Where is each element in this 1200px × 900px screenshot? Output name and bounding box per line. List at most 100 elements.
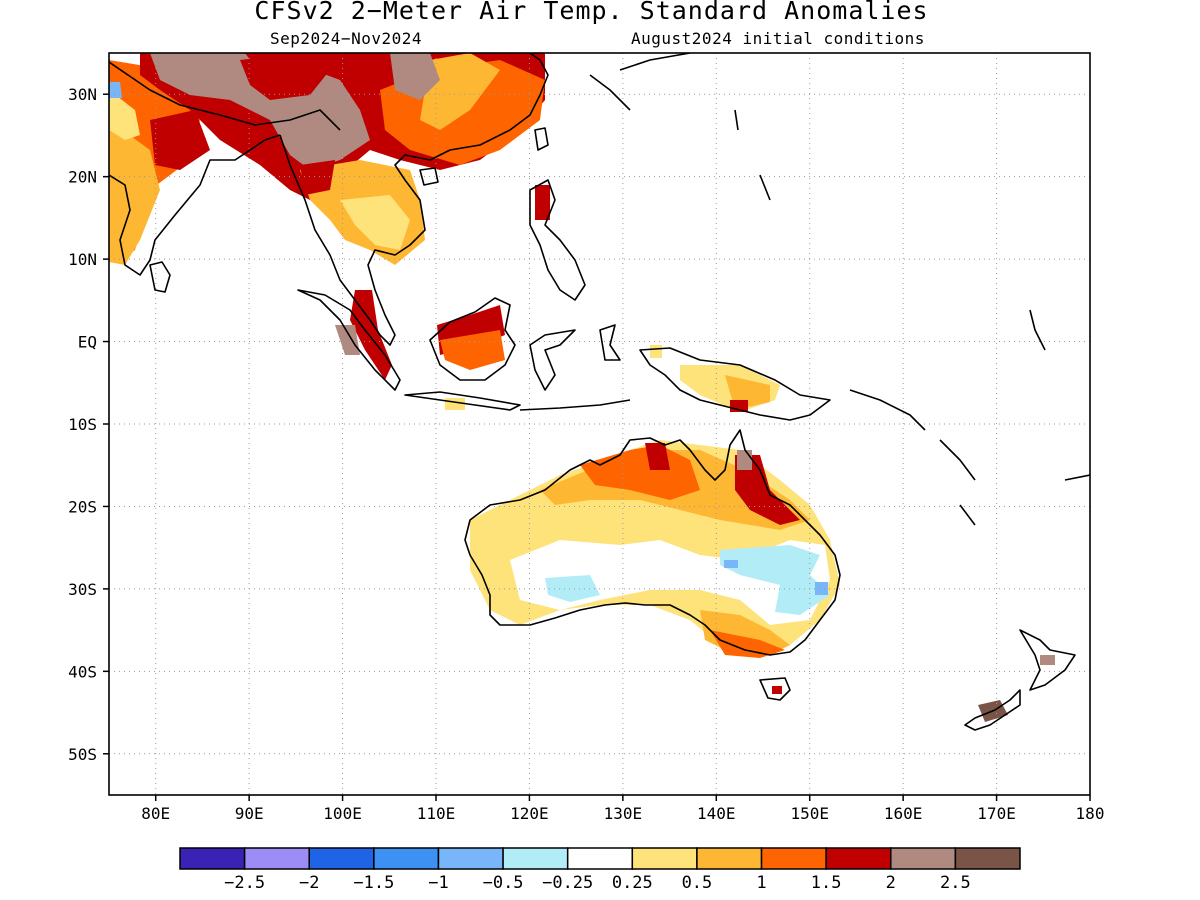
indochina-yellow-field [340, 195, 410, 250]
lon-tick-label: 150E [790, 804, 829, 823]
forecast-period: Sep2024−Nov2024 [270, 29, 422, 48]
japan-coast [589, 53, 691, 111]
color-swatch [954, 847, 1021, 870]
lon-tick-label: 90E [235, 804, 264, 823]
color-legend-label: 2 [886, 873, 896, 893]
color-legend-label: −0.25 [542, 873, 593, 893]
lat-lon-grid [109, 53, 1090, 795]
australia-coast [464, 429, 841, 656]
india-light-field [109, 90, 140, 140]
color-swatch [373, 847, 440, 870]
java-coast [404, 391, 521, 411]
nz-south-coast [964, 689, 1021, 731]
lat-tick-label: 20S [68, 497, 97, 516]
malay-peninsula-coast [354, 94, 541, 346]
color-legend-label: −1 [428, 873, 448, 893]
lat-tick-label: 30N [68, 85, 97, 104]
lon-tick-label: 130E [604, 804, 643, 823]
philippines-coast [529, 179, 586, 301]
sulawesi-coast [529, 329, 576, 391]
color-swatch [308, 847, 375, 870]
coastlines [109, 53, 1090, 731]
australia-top-end-red [645, 443, 670, 470]
australia-top-end-orange [580, 445, 700, 500]
china-coast [529, 53, 549, 96]
map-axes: 80E 90E 100E 110E 120E 130E 140E 150E 160E 170E 18… [68, 85, 1104, 823]
color-swatch [696, 847, 763, 870]
nz-north-coast [1019, 629, 1076, 691]
lesser-sunda-coast [519, 399, 631, 411]
philippines-red-field [535, 185, 550, 220]
taiwan-coast [534, 127, 549, 151]
color-legend-label: −2 [299, 873, 319, 893]
lon-tick-label: 170E [977, 804, 1016, 823]
lat-tick-label: 20N [68, 168, 97, 187]
color-swatch [243, 847, 310, 870]
india-red-field [150, 110, 210, 170]
color-legend: −2.5 −2 −1.5 −1 −0.5 −0.25 0.25 0.5 1 1.5 2 2.5 [179, 847, 1021, 893]
burma-thai-coast [279, 134, 356, 301]
nz-north-brown [1040, 655, 1055, 665]
east-brown-field [390, 53, 440, 100]
lat-tick-label: 10S [68, 415, 97, 434]
halmahera-yellow-field [650, 345, 662, 358]
color-legend-label: −2.5 [224, 873, 265, 893]
color-legend-label: −0.5 [483, 873, 524, 893]
pacific-islands [734, 109, 1090, 526]
sumatra-coast [297, 289, 401, 391]
borneo-coast [429, 297, 516, 381]
borneo-orange-field [440, 330, 505, 370]
sumatra-brown-field [335, 325, 360, 355]
australia-southeast-redorange [710, 630, 785, 658]
lon-tick-label: 160E [884, 804, 923, 823]
color-legend-label: 0.25 [612, 873, 653, 893]
lon-tick-label: 110E [417, 804, 456, 823]
color-legend-label: 2.5 [940, 873, 971, 893]
color-swatch [566, 847, 634, 870]
australia-cyan-east [720, 545, 830, 615]
india-blue-spot [109, 82, 122, 98]
lat-tick-label: 10N [68, 250, 97, 269]
tasmania-red-spot [772, 686, 782, 694]
color-legend-label: 1 [756, 873, 766, 893]
color-legend-label: 1.5 [811, 873, 842, 893]
map-title: CFSv2 2−Meter Air Temp. Standard Anomali… [254, 0, 929, 25]
color-legend-label: 0.5 [682, 873, 713, 893]
halmahera-coast [599, 324, 621, 361]
lon-tick-label: 120E [510, 804, 549, 823]
color-swatch [825, 847, 892, 870]
himalaya-border [109, 61, 341, 131]
lat-tick-label: 30S [68, 580, 97, 599]
initial-conditions: August2024 initial conditions [631, 29, 925, 48]
australia-cyan-west [545, 575, 600, 602]
cape-york-brown-field [737, 450, 752, 470]
australia-blue-spot-2 [724, 560, 738, 568]
lat-tick-label: EQ [78, 333, 97, 352]
tasmania-coast [759, 677, 791, 701]
anomaly-shading [109, 53, 1055, 722]
color-swatch [502, 847, 569, 870]
new-guinea-coast [639, 347, 831, 421]
india-yellow-field [109, 120, 160, 265]
color-swatch [631, 847, 698, 870]
lat-tick-label: 40S [68, 662, 97, 681]
sri-lanka-coast [149, 261, 171, 293]
solomon-coast [849, 389, 926, 431]
color-swatch [890, 847, 957, 870]
lon-tick-label: 180 [1076, 804, 1105, 823]
china-yellow-field [420, 53, 500, 130]
color-legend-label: −1.5 [353, 873, 394, 893]
java-yellow-field [445, 398, 465, 410]
sumatra-field [350, 290, 392, 380]
lon-tick-label: 80E [141, 804, 170, 823]
lon-tick-label: 140E [697, 804, 736, 823]
australia-blue-spot [815, 582, 828, 595]
color-swatch [437, 847, 504, 870]
hainan-coast [419, 167, 439, 186]
tibet-red-band [240, 53, 330, 100]
color-swatch [760, 847, 827, 870]
color-swatch [179, 847, 246, 870]
lat-tick-label: 50S [68, 745, 97, 764]
indochina-red-field [300, 160, 335, 195]
